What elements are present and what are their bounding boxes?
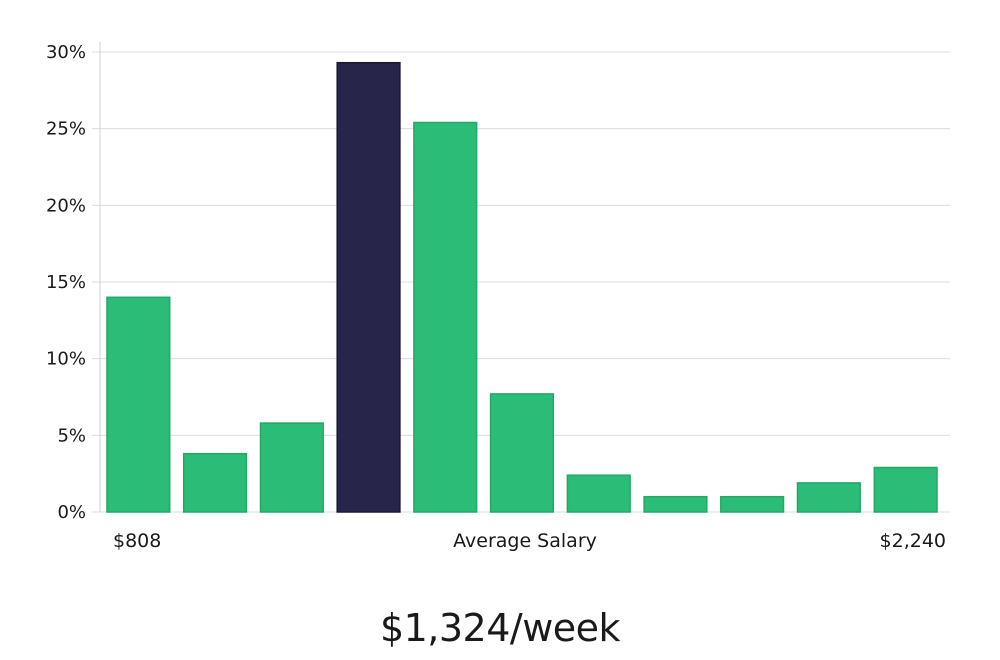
y-tick-label: 0% <box>57 502 86 523</box>
average-salary-value: $1,324/week <box>379 606 621 650</box>
y-tick-label: 30% <box>46 42 86 63</box>
bar <box>413 121 478 513</box>
salary-histogram: 0%5%10%15%20%25%30% $808 Average Salary … <box>46 42 950 552</box>
x-label-max: $2,240 <box>880 530 946 552</box>
bars <box>106 61 938 513</box>
y-tick-label: 20% <box>46 195 86 216</box>
y-tick-label: 25% <box>46 119 86 140</box>
y-tick-label: 5% <box>57 425 86 446</box>
y-tick-label: 15% <box>46 272 86 293</box>
y-axis-ticks: 0% 5% 10% 15% 20% 25% 30% <box>46 42 86 523</box>
x-label-min: $808 <box>113 530 161 552</box>
bar <box>643 495 708 513</box>
bar <box>106 296 171 513</box>
bar <box>873 466 938 513</box>
bar <box>259 422 324 513</box>
x-label-average: Average Salary <box>453 530 597 552</box>
bar <box>566 474 631 513</box>
bar-highlight <box>336 61 401 513</box>
bar <box>489 393 555 513</box>
gridlines <box>92 42 950 513</box>
y-tick-label: 10% <box>46 349 86 370</box>
bar <box>796 482 861 513</box>
bar <box>182 452 248 513</box>
bar <box>720 495 785 513</box>
